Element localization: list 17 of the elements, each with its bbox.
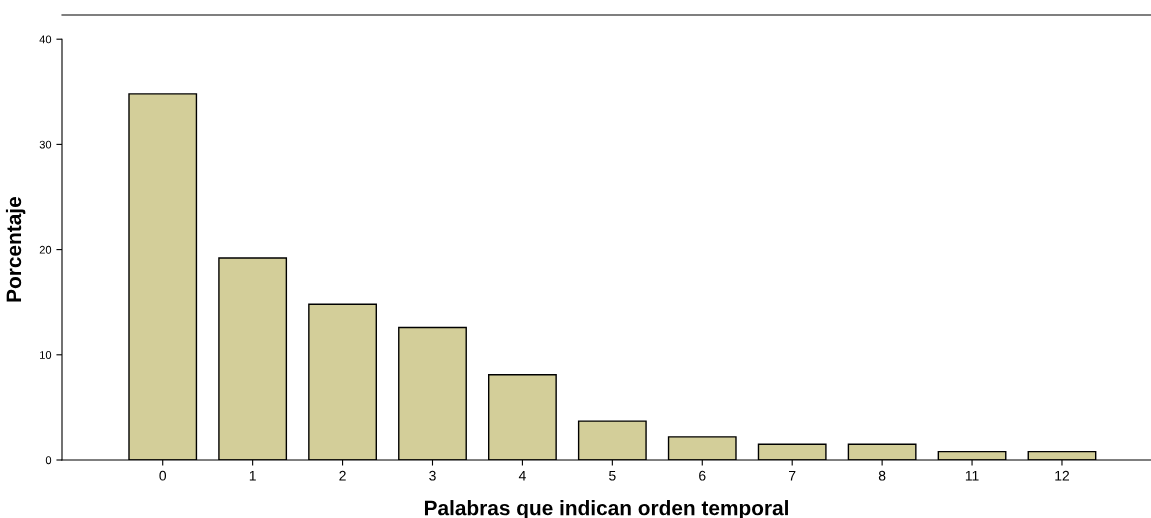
x-tick-label: 11	[965, 470, 979, 481]
y-tick-label: 20	[39, 245, 52, 254]
x-tick-label: 4	[518, 470, 526, 481]
x-tick-label: 12	[1055, 470, 1069, 481]
y-axis-title: Porcentaje	[5, 197, 26, 302]
x-tick-label: 0	[159, 470, 167, 481]
x-tick-label: 1	[249, 470, 256, 481]
x-tick-label: 8	[878, 470, 886, 481]
y-tick-label: 40	[39, 35, 52, 44]
x-tick-label: 6	[699, 470, 706, 481]
y-tick-label: 30	[39, 140, 52, 149]
y-tick-label: 0	[45, 456, 52, 465]
x-tick-label: 3	[429, 470, 436, 481]
x-tick-label: 2	[339, 470, 346, 481]
y-tick-label: 10	[40, 351, 52, 359]
x-tick-label: 5	[609, 470, 616, 481]
x-tick-label: 7	[789, 470, 796, 481]
